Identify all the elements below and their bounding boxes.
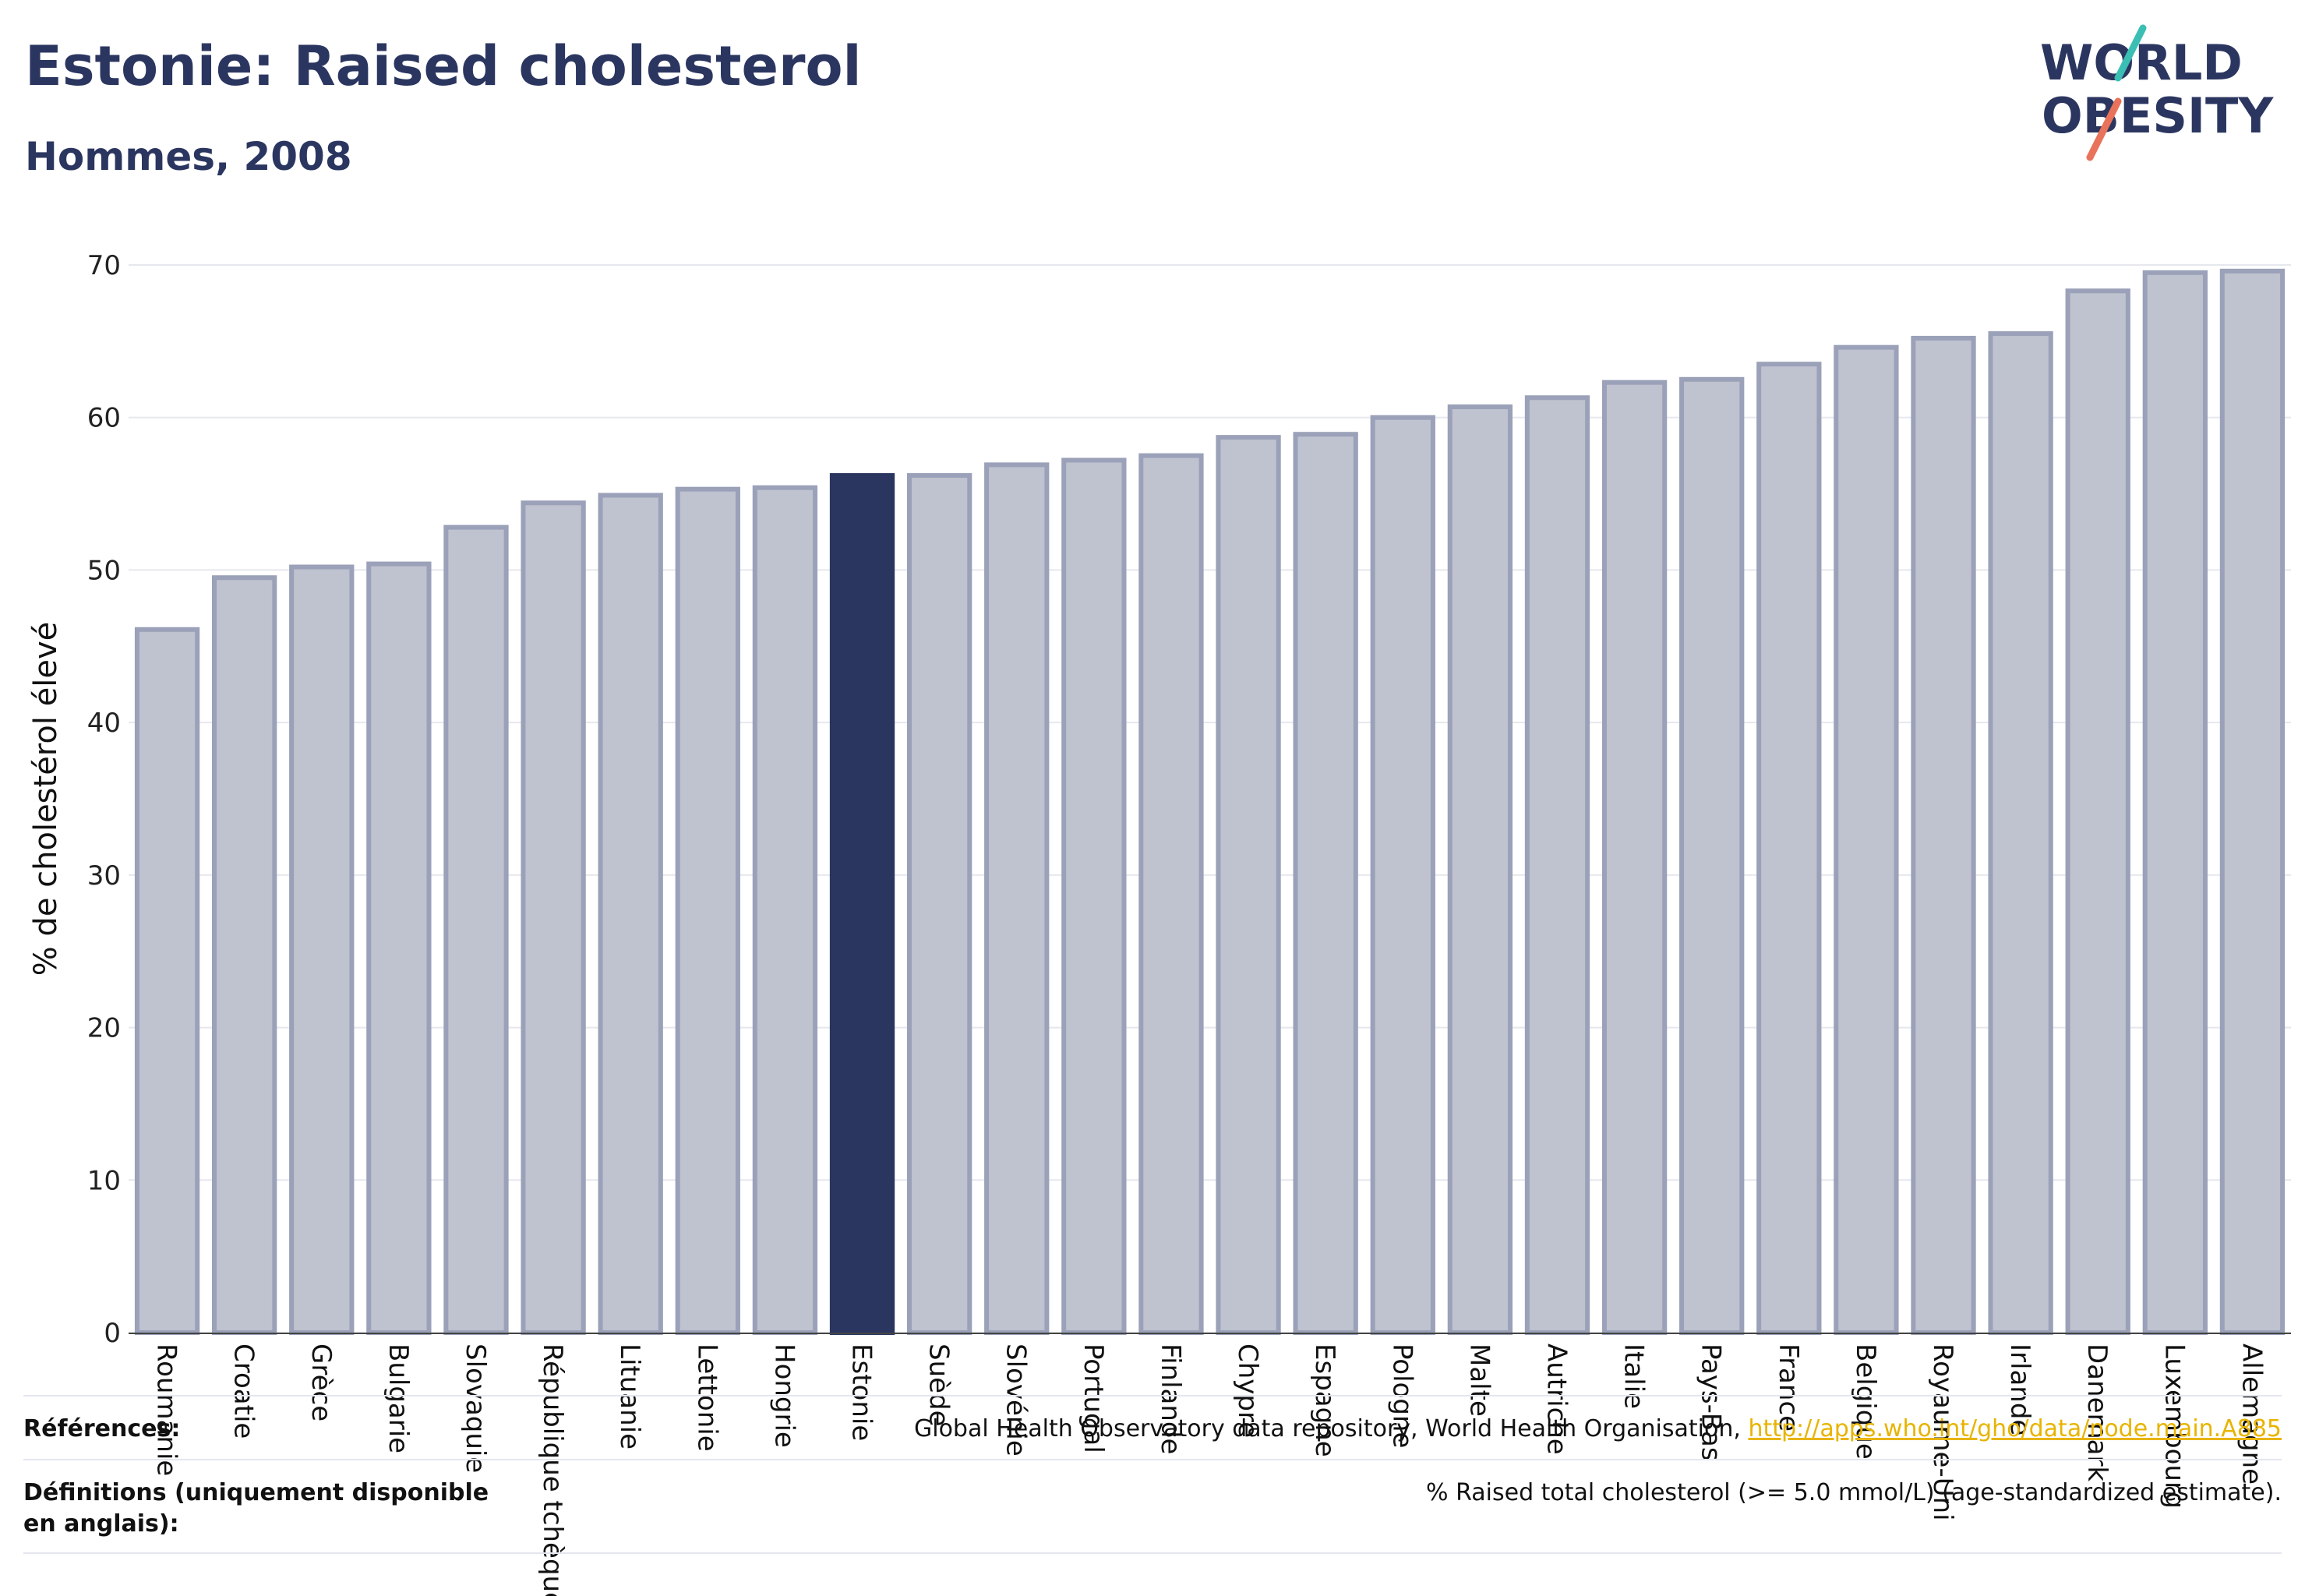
y-tick-label: 40 bbox=[87, 708, 121, 739]
references-label: Références: bbox=[23, 1415, 181, 1442]
bar bbox=[1988, 331, 2053, 1336]
y-axis-label: % de cholestérol élevé bbox=[28, 622, 64, 976]
x-tick-label: Portugal bbox=[1078, 1344, 1109, 1453]
bar bbox=[212, 575, 277, 1335]
x-tick-label: Danemark bbox=[2081, 1344, 2113, 1481]
y-tick-label: 30 bbox=[87, 860, 121, 892]
x-tick-label: Allemagne bbox=[2236, 1344, 2267, 1485]
bar bbox=[2142, 270, 2208, 1335]
bar bbox=[521, 500, 586, 1335]
bar bbox=[1679, 376, 1745, 1335]
bar bbox=[2219, 268, 2286, 1335]
references-link[interactable]: http://apps.who.int/gho/data/node.main.A… bbox=[1748, 1415, 2282, 1442]
bar bbox=[1834, 344, 1899, 1336]
x-tick-label: Lituanie bbox=[614, 1344, 645, 1449]
references-row: Références: Global Health Observatory da… bbox=[23, 1395, 2282, 1459]
x-tick-label: Roumanie bbox=[151, 1344, 182, 1476]
bar bbox=[1524, 395, 1590, 1335]
y-tick-label: 10 bbox=[87, 1165, 121, 1196]
logo-line2: OBESITY bbox=[2042, 87, 2274, 144]
x-tick-label: Royaume-Uni bbox=[1927, 1344, 1958, 1521]
y-tick-label: 60 bbox=[87, 403, 121, 434]
bar-highlight bbox=[829, 473, 895, 1335]
bar bbox=[752, 485, 818, 1336]
footer-table: Références: Global Health Observatory da… bbox=[23, 1395, 2282, 1554]
x-tick-label: France bbox=[1773, 1344, 1804, 1432]
bar bbox=[289, 564, 355, 1335]
logo-line1: WORLD bbox=[2040, 34, 2243, 91]
bar bbox=[984, 462, 1050, 1335]
x-tick-label: Grèce bbox=[305, 1344, 337, 1421]
bar bbox=[1293, 432, 1358, 1336]
x-tick-label: Luxembourg bbox=[2159, 1344, 2190, 1509]
bar bbox=[443, 524, 509, 1336]
x-tick-label: Bulgarie bbox=[383, 1344, 414, 1453]
x-tick-label: Malte bbox=[1463, 1344, 1495, 1417]
bar bbox=[1216, 435, 1281, 1336]
x-tick-label: Espagne bbox=[1309, 1344, 1340, 1457]
bar bbox=[1370, 415, 1435, 1336]
x-tick-labels: Roumanie Croatie Grèce Bulgarie Slovaquie Rép… bbox=[151, 1344, 2268, 1596]
x-tick-label: Suède bbox=[923, 1344, 955, 1427]
bar bbox=[675, 486, 740, 1336]
bar bbox=[1447, 404, 1513, 1335]
y-tick-label: 0 bbox=[104, 1318, 121, 1349]
logo-slash-bottom bbox=[2086, 97, 2122, 161]
x-tick-label: Estonie bbox=[846, 1344, 877, 1441]
x-tick-label: Irlande bbox=[2004, 1344, 2035, 1435]
bar bbox=[1061, 457, 1127, 1335]
x-tick-label: Chypre bbox=[1232, 1344, 1263, 1438]
definitions-row: Définitions (uniquement disponible en an… bbox=[23, 1459, 2282, 1554]
x-tick-label: Lettonie bbox=[691, 1344, 722, 1452]
definitions-value: % Raised total cholesterol (>= 5.0 mmol/… bbox=[1426, 1479, 2282, 1506]
world-obesity-logo: WORLD OBESITY bbox=[2040, 24, 2274, 161]
bar bbox=[134, 627, 200, 1335]
references-text: Global Health Observatory data repositor… bbox=[914, 1415, 1741, 1442]
bar bbox=[1601, 380, 1668, 1336]
x-tick-label: Italie bbox=[1618, 1344, 1650, 1409]
bar bbox=[598, 493, 663, 1335]
x-tick-label: Finlande bbox=[1155, 1344, 1186, 1454]
y-tick-labels: 0 10 20 30 40 50 60 70 bbox=[87, 250, 121, 1349]
logo-slash-top bbox=[2114, 24, 2147, 82]
definitions-label: Définitions (uniquement disponible en an… bbox=[23, 1479, 489, 1538]
x-tick-label: Autriche bbox=[1541, 1344, 1572, 1455]
x-tick-label: Pays-Bas bbox=[1696, 1344, 1727, 1461]
chart-subtitle: Hommes, 2008 bbox=[25, 134, 352, 179]
chart-title: Estonie: Raised cholesterol bbox=[25, 34, 862, 98]
references-value: Global Health Observatory data repositor… bbox=[914, 1414, 2282, 1445]
y-tick-label: 20 bbox=[87, 1013, 121, 1044]
x-tick-label: Croatie bbox=[228, 1344, 259, 1439]
bar bbox=[1138, 453, 1204, 1336]
x-tick-label: Belgique bbox=[1850, 1344, 1881, 1460]
x-tick-label: Slovénie bbox=[1001, 1344, 1032, 1457]
bar bbox=[1756, 362, 1822, 1336]
bars bbox=[134, 268, 2286, 1336]
x-tick-label: République tchèque bbox=[537, 1344, 568, 1596]
bar bbox=[906, 473, 972, 1335]
x-tick-label: Slovaquie bbox=[460, 1344, 491, 1473]
y-tick-label: 50 bbox=[87, 555, 121, 586]
bar bbox=[366, 561, 432, 1335]
bar bbox=[2065, 288, 2130, 1335]
y-tick-label: 70 bbox=[87, 250, 121, 281]
bar bbox=[1911, 335, 1976, 1335]
